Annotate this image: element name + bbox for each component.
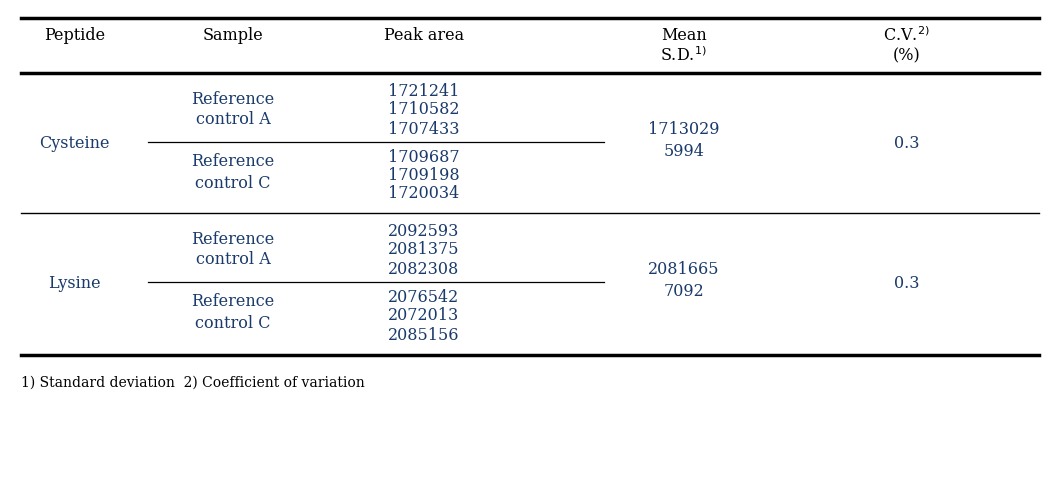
Text: 7092: 7092 <box>664 284 704 300</box>
Text: Mean: Mean <box>660 28 707 44</box>
Text: 2076542: 2076542 <box>388 290 460 306</box>
Text: C.V.$^{2)}$: C.V.$^{2)}$ <box>883 27 930 45</box>
Text: Lysine: Lysine <box>48 276 101 293</box>
Text: Sample: Sample <box>202 28 264 44</box>
Text: 1720034: 1720034 <box>388 186 460 203</box>
Text: 2081375: 2081375 <box>388 241 460 259</box>
Text: 1710582: 1710582 <box>388 102 460 119</box>
Text: 1707433: 1707433 <box>388 121 460 137</box>
Text: S.D.$^{1)}$: S.D.$^{1)}$ <box>660 47 707 65</box>
Text: 1709198: 1709198 <box>388 166 460 184</box>
Text: 2081665: 2081665 <box>648 262 720 279</box>
Text: 2085156: 2085156 <box>388 326 460 344</box>
Text: Reference: Reference <box>192 91 275 108</box>
Text: 0.3: 0.3 <box>894 275 919 292</box>
Text: Cysteine: Cysteine <box>39 134 109 151</box>
Text: 1713029: 1713029 <box>648 122 720 138</box>
Text: Peptide: Peptide <box>43 28 105 44</box>
Text: Peak area: Peak area <box>384 28 464 44</box>
Text: 1709687: 1709687 <box>388 148 460 165</box>
Text: control A: control A <box>196 112 270 128</box>
Text: 5994: 5994 <box>664 143 704 160</box>
Text: Reference: Reference <box>192 293 275 310</box>
Text: control C: control C <box>195 175 271 192</box>
Text: 1721241: 1721241 <box>388 82 460 100</box>
Text: 0.3: 0.3 <box>894 134 919 151</box>
Text: Reference: Reference <box>192 153 275 171</box>
Text: 1) Standard deviation  2) Coefficient of variation: 1) Standard deviation 2) Coefficient of … <box>21 376 365 390</box>
Text: control C: control C <box>195 314 271 331</box>
Text: (%): (%) <box>893 47 920 64</box>
Text: 2092593: 2092593 <box>388 222 460 239</box>
Text: Reference: Reference <box>192 230 275 247</box>
Text: control A: control A <box>196 252 270 269</box>
Text: 2072013: 2072013 <box>388 307 460 324</box>
Text: 2082308: 2082308 <box>388 261 460 278</box>
